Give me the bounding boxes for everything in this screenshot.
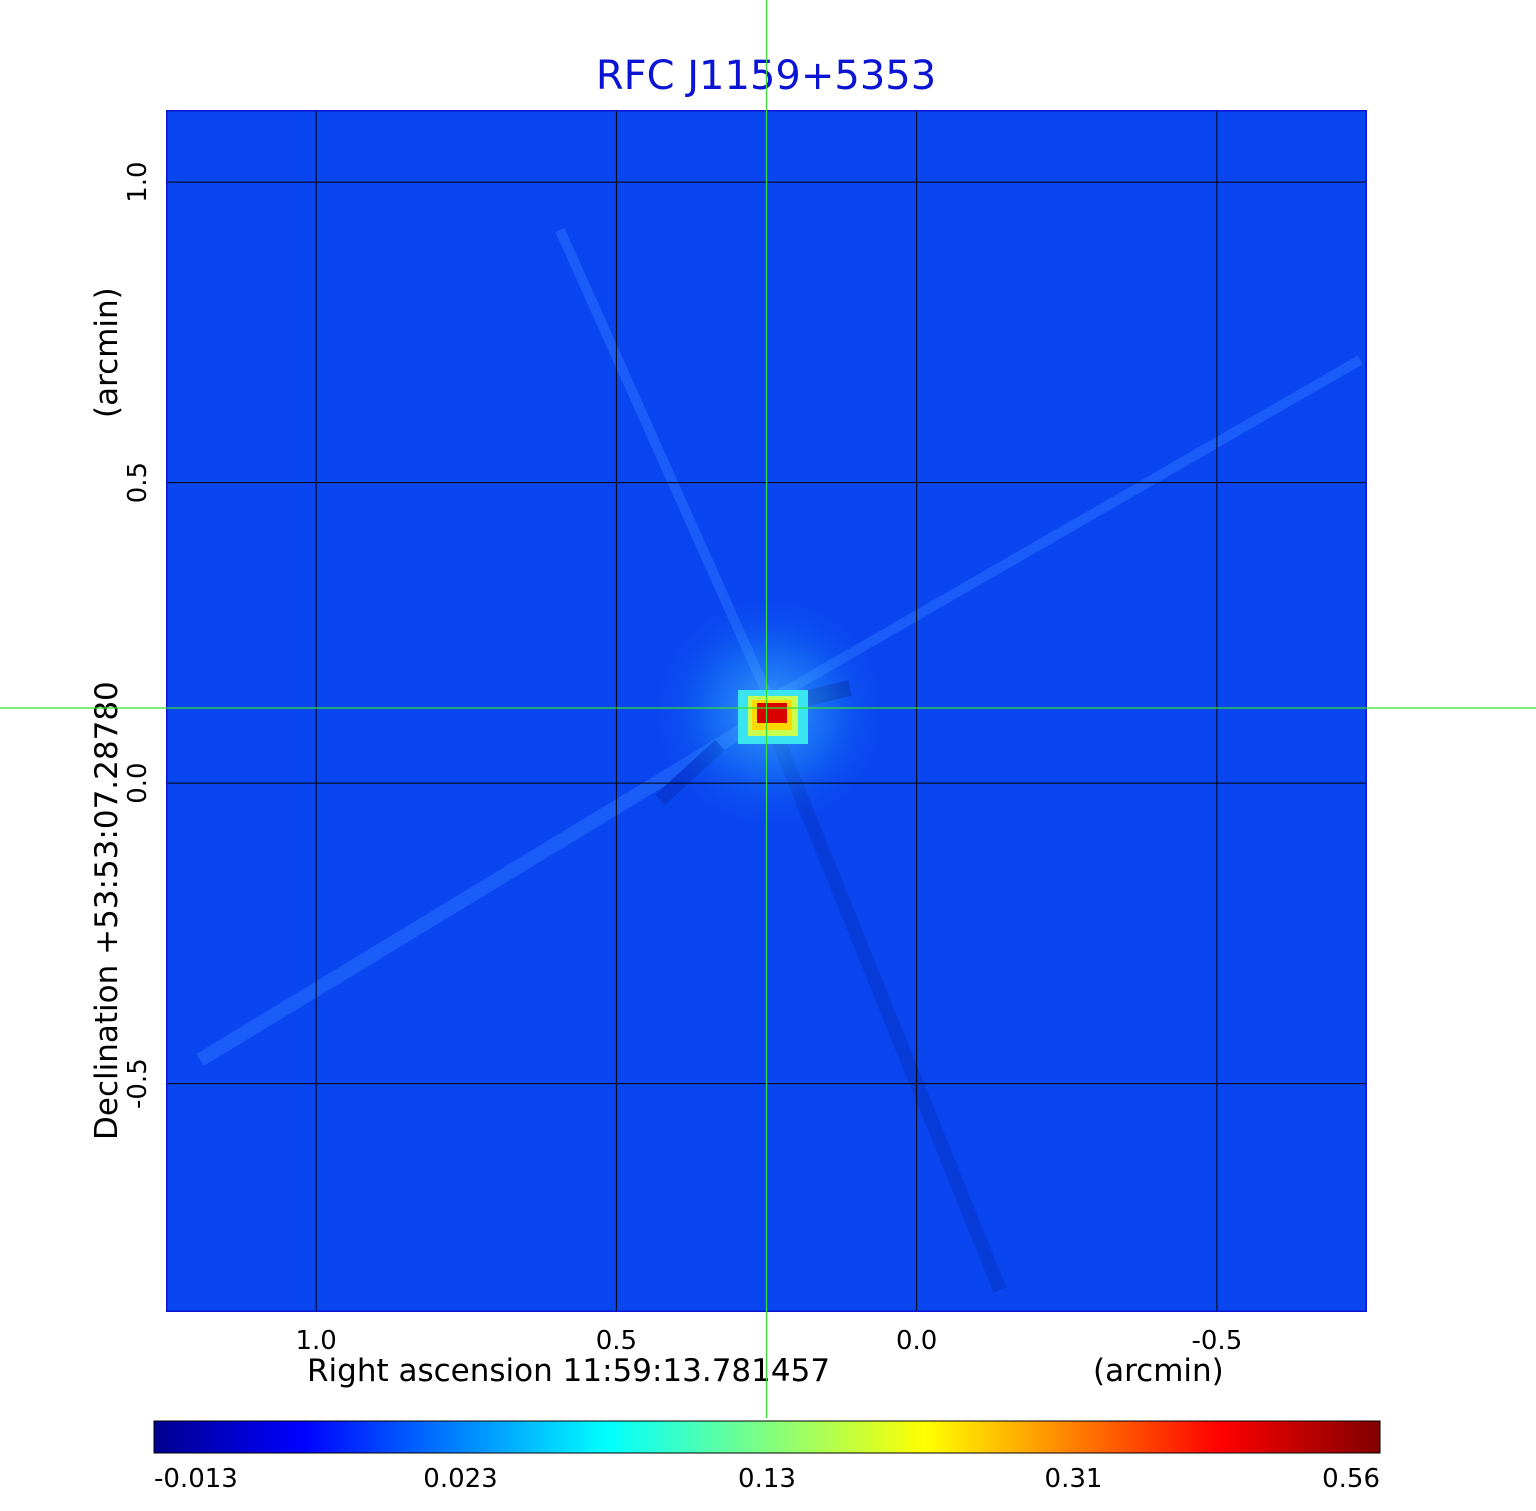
sidelobe-streak [196, 714, 764, 1066]
x-axis-unit: (arcmin) [1093, 1353, 1224, 1389]
source-peak [757, 703, 787, 723]
radio-source [650, 592, 890, 832]
colorbar-gradient [153, 1420, 1381, 1454]
y-tick-label: 1.0 [123, 161, 153, 202]
colorbar-tick-label: 0.023 [423, 1464, 497, 1494]
y-tick-label: 0.5 [123, 462, 153, 503]
colorbar-tick-label: -0.013 [154, 1464, 238, 1494]
colorbar-tick-label: 0.31 [1045, 1464, 1103, 1494]
colorbar-tick-label: 0.56 [1322, 1464, 1380, 1494]
colorbar-tick-labels: -0.013 0.023 0.13 0.31 0.56 [154, 1464, 1380, 1494]
x-tick-label: 0.0 [896, 1326, 937, 1356]
colorbar-tick-label: 0.13 [738, 1464, 796, 1494]
y-axis-unit: (arcmin) [89, 287, 125, 418]
y-tick-label: 0.0 [123, 762, 153, 803]
y-axis-label: Declination +53:53:07.28780 [89, 681, 125, 1140]
x-tick-labels: 1.0 0.5 0.0 -0.5 [295, 1326, 1242, 1356]
crosshair [0, 0, 1536, 1418]
x-tick-label: -0.5 [1192, 1326, 1243, 1356]
y-tick-label: -0.5 [123, 1058, 153, 1109]
x-tick-label: 0.5 [596, 1326, 637, 1356]
y-tick-labels: 1.0 0.5 0.0 -0.5 [123, 161, 153, 1109]
colorbar: -0.013 0.023 0.13 0.31 0.56 [153, 1420, 1381, 1494]
x-axis-label: Right ascension 11:59:13.781457 [307, 1353, 830, 1389]
x-tick-label: 1.0 [295, 1326, 336, 1356]
